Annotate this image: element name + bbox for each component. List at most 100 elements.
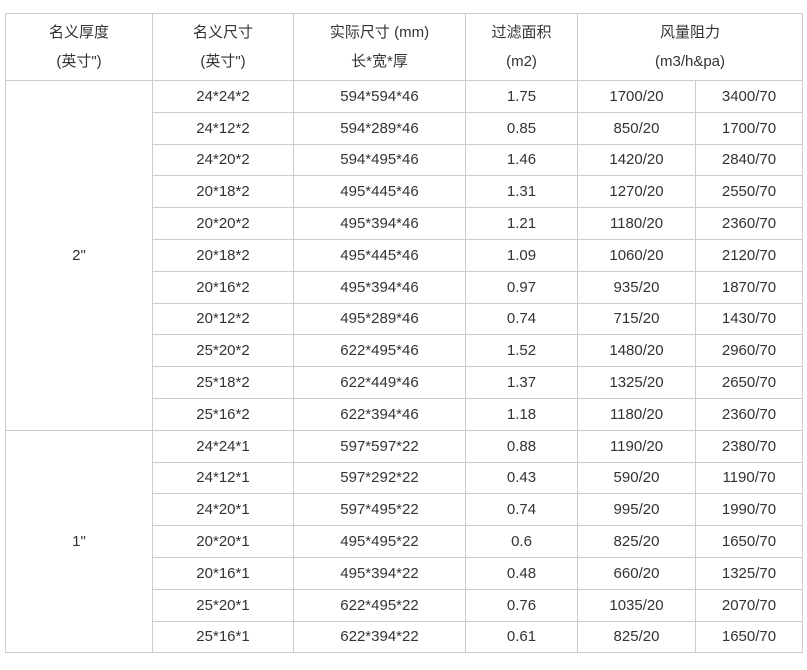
cell-nominal-size: 24*20*1 xyxy=(152,493,294,527)
header-nominal-size: 名义尺寸 (英寸") xyxy=(152,13,294,81)
cell-airflow-70pa: 2380/70 xyxy=(695,429,803,463)
cell-airflow-70pa: 2070/70 xyxy=(695,588,803,622)
cell-nominal-size: 20*16*1 xyxy=(152,556,294,590)
cell-airflow-20pa: 660/20 xyxy=(577,556,696,590)
cell-nominal-size: 25*20*2 xyxy=(152,334,294,368)
cell-filter-area: 0.97 xyxy=(465,270,578,304)
cell-filter-area: 0.88 xyxy=(465,429,578,463)
cell-filter-area: 1.37 xyxy=(465,366,578,399)
cell-airflow-20pa: 1420/20 xyxy=(577,143,696,177)
table-row: 2" 24*24*2 594*594*46 1.75 1700/20 3400/70 xyxy=(5,80,803,431)
cell-airflow-70pa: 2120/70 xyxy=(695,238,803,272)
table-row: 20*20*1 495*495*22 0.6 825/20 1650/70 xyxy=(6,525,803,558)
header-filter-area-line1: 过滤面积 xyxy=(491,24,552,41)
header-airflow-resistance: 风量阻力 (m3/h&pa) xyxy=(577,13,803,81)
cell-airflow-70pa: 1870/70 xyxy=(695,270,803,304)
cell-filter-area: 0.48 xyxy=(465,556,578,590)
header-nominal-thickness-line1: 名义厚度 xyxy=(48,24,109,41)
cell-nominal-size: 20*18*2 xyxy=(152,175,294,209)
cell-actual-size: 495*445*46 xyxy=(293,238,466,272)
table-row: 24*20*1 597*495*22 0.74 995/20 1990/70 xyxy=(6,493,803,527)
cell-filter-area: 1.18 xyxy=(465,397,578,431)
cell-airflow-70pa: 3400/70 xyxy=(695,80,803,113)
table-row: 20*20*2 495*394*46 1.21 1180/20 2360/70 xyxy=(6,207,803,240)
table-row: 1" 24*24*1 597*597*22 0.88 1190/20 2380/70 xyxy=(5,429,803,654)
cell-filter-area: 1.46 xyxy=(465,143,578,177)
cell-airflow-20pa: 1060/20 xyxy=(577,238,696,272)
cell-actual-size: 622*394*46 xyxy=(293,397,466,431)
cell-actual-size: 594*495*46 xyxy=(293,143,466,177)
cell-airflow-20pa: 1700/20 xyxy=(577,80,696,113)
cell-airflow-20pa: 1180/20 xyxy=(577,207,696,240)
cell-nominal-size: 20*18*2 xyxy=(152,238,294,272)
cell-actual-size: 495*394*22 xyxy=(293,556,466,590)
cell-airflow-70pa: 1700/70 xyxy=(695,111,803,145)
table-row: 20*16*1 495*394*22 0.48 660/20 1325/70 xyxy=(6,556,803,590)
cell-nominal-thickness: 1" xyxy=(5,429,153,654)
table-row: 24*20*2 594*495*46 1.46 1420/20 2840/70 xyxy=(6,143,803,177)
cell-nominal-size: 25*16*2 xyxy=(152,397,294,431)
cell-actual-size: 622*495*22 xyxy=(293,588,466,622)
cell-actual-size: 495*495*22 xyxy=(293,525,466,558)
header-nominal-size-line2: (英寸") xyxy=(200,53,246,70)
cell-airflow-70pa: 1650/70 xyxy=(695,525,803,558)
cell-nominal-size: 25*20*1 xyxy=(152,588,294,622)
header-actual-size-line2: 长*宽*厚 xyxy=(351,53,408,70)
header-nominal-thickness-line2: (英寸") xyxy=(56,53,102,70)
cell-filter-area: 1.31 xyxy=(465,175,578,209)
header-airflow-resistance-line1: 风量阻力 xyxy=(659,24,720,41)
cell-filter-area: 0.85 xyxy=(465,111,578,145)
table-row: 24*12*2 594*289*46 0.85 850/20 1700/70 xyxy=(6,111,803,145)
cell-filter-area: 1.75 xyxy=(465,80,578,113)
cell-airflow-70pa: 2550/70 xyxy=(695,175,803,209)
cell-filter-area: 0.61 xyxy=(465,620,578,654)
cell-nominal-size: 24*12*2 xyxy=(152,111,294,145)
cell-airflow-70pa: 1325/70 xyxy=(695,556,803,590)
cell-airflow-20pa: 1480/20 xyxy=(577,334,696,368)
cell-filter-area: 0.74 xyxy=(465,493,578,527)
cell-filter-area: 1.09 xyxy=(465,238,578,272)
cell-nominal-size: 20*20*1 xyxy=(152,525,294,558)
cell-actual-size: 622*449*46 xyxy=(293,366,466,399)
table-row: 20*16*2 495*394*46 0.97 935/20 1870/70 xyxy=(6,270,803,304)
cell-airflow-70pa: 2360/70 xyxy=(695,397,803,431)
cell-nominal-size: 24*24*2 xyxy=(152,80,294,113)
cell-nominal-size: 20*16*2 xyxy=(152,270,294,304)
cell-airflow-70pa: 2840/70 xyxy=(695,143,803,177)
header-row: 名义厚度 (英寸") 名义尺寸 (英寸") 实际尺寸 (mm) 长*宽*厚 过滤… xyxy=(5,13,803,81)
header-airflow-resistance-line2: (m3/h&pa) xyxy=(654,53,726,70)
cell-nominal-size: 24*24*1 xyxy=(152,429,294,463)
cell-actual-size: 594*594*46 xyxy=(293,80,466,113)
table-row: 25*20*1 622*495*22 0.76 1035/20 2070/70 xyxy=(6,588,803,622)
cell-airflow-20pa: 1325/20 xyxy=(577,366,696,399)
cell-actual-size: 495*445*46 xyxy=(293,175,466,209)
filter-spec-table: 名义厚度 (英寸") 名义尺寸 (英寸") 实际尺寸 (mm) 长*宽*厚 过滤… xyxy=(5,13,803,654)
cell-airflow-20pa: 1270/20 xyxy=(577,175,696,209)
cell-nominal-thickness: 2" xyxy=(5,80,153,431)
cell-filter-area: 0.6 xyxy=(465,525,578,558)
cell-actual-size: 597*495*22 xyxy=(293,493,466,527)
table-row: 25*18*2 622*449*46 1.37 1325/20 2650/70 xyxy=(6,366,803,399)
cell-actual-size: 622*394*22 xyxy=(293,620,466,654)
cell-airflow-20pa: 1190/20 xyxy=(577,429,696,463)
header-actual-size-line1: 实际尺寸 (mm) xyxy=(329,24,430,41)
header-nominal-thickness: 名义厚度 (英寸") xyxy=(5,13,153,81)
cell-filter-area: 0.43 xyxy=(465,461,578,495)
header-nominal-size-line1: 名义尺寸 xyxy=(192,24,253,41)
cell-airflow-20pa: 715/20 xyxy=(577,302,696,336)
cell-airflow-20pa: 995/20 xyxy=(577,493,696,527)
cell-airflow-20pa: 590/20 xyxy=(577,461,696,495)
cell-actual-size: 495*394*46 xyxy=(293,207,466,240)
cell-filter-area: 0.74 xyxy=(465,302,578,336)
cell-nominal-size: 24*12*1 xyxy=(152,461,294,495)
cell-actual-size: 597*597*22 xyxy=(293,429,466,463)
cell-airflow-20pa: 1180/20 xyxy=(577,397,696,431)
cell-airflow-70pa: 1650/70 xyxy=(695,620,803,654)
header-filter-area-line2: (m2) xyxy=(506,53,537,70)
cell-airflow-20pa: 825/20 xyxy=(577,620,696,654)
cell-actual-size: 597*292*22 xyxy=(293,461,466,495)
cell-nominal-size: 25*18*2 xyxy=(152,366,294,399)
cell-airflow-70pa: 1990/70 xyxy=(695,493,803,527)
cell-nominal-size: 20*20*2 xyxy=(152,207,294,240)
cell-filter-area: 1.21 xyxy=(465,207,578,240)
